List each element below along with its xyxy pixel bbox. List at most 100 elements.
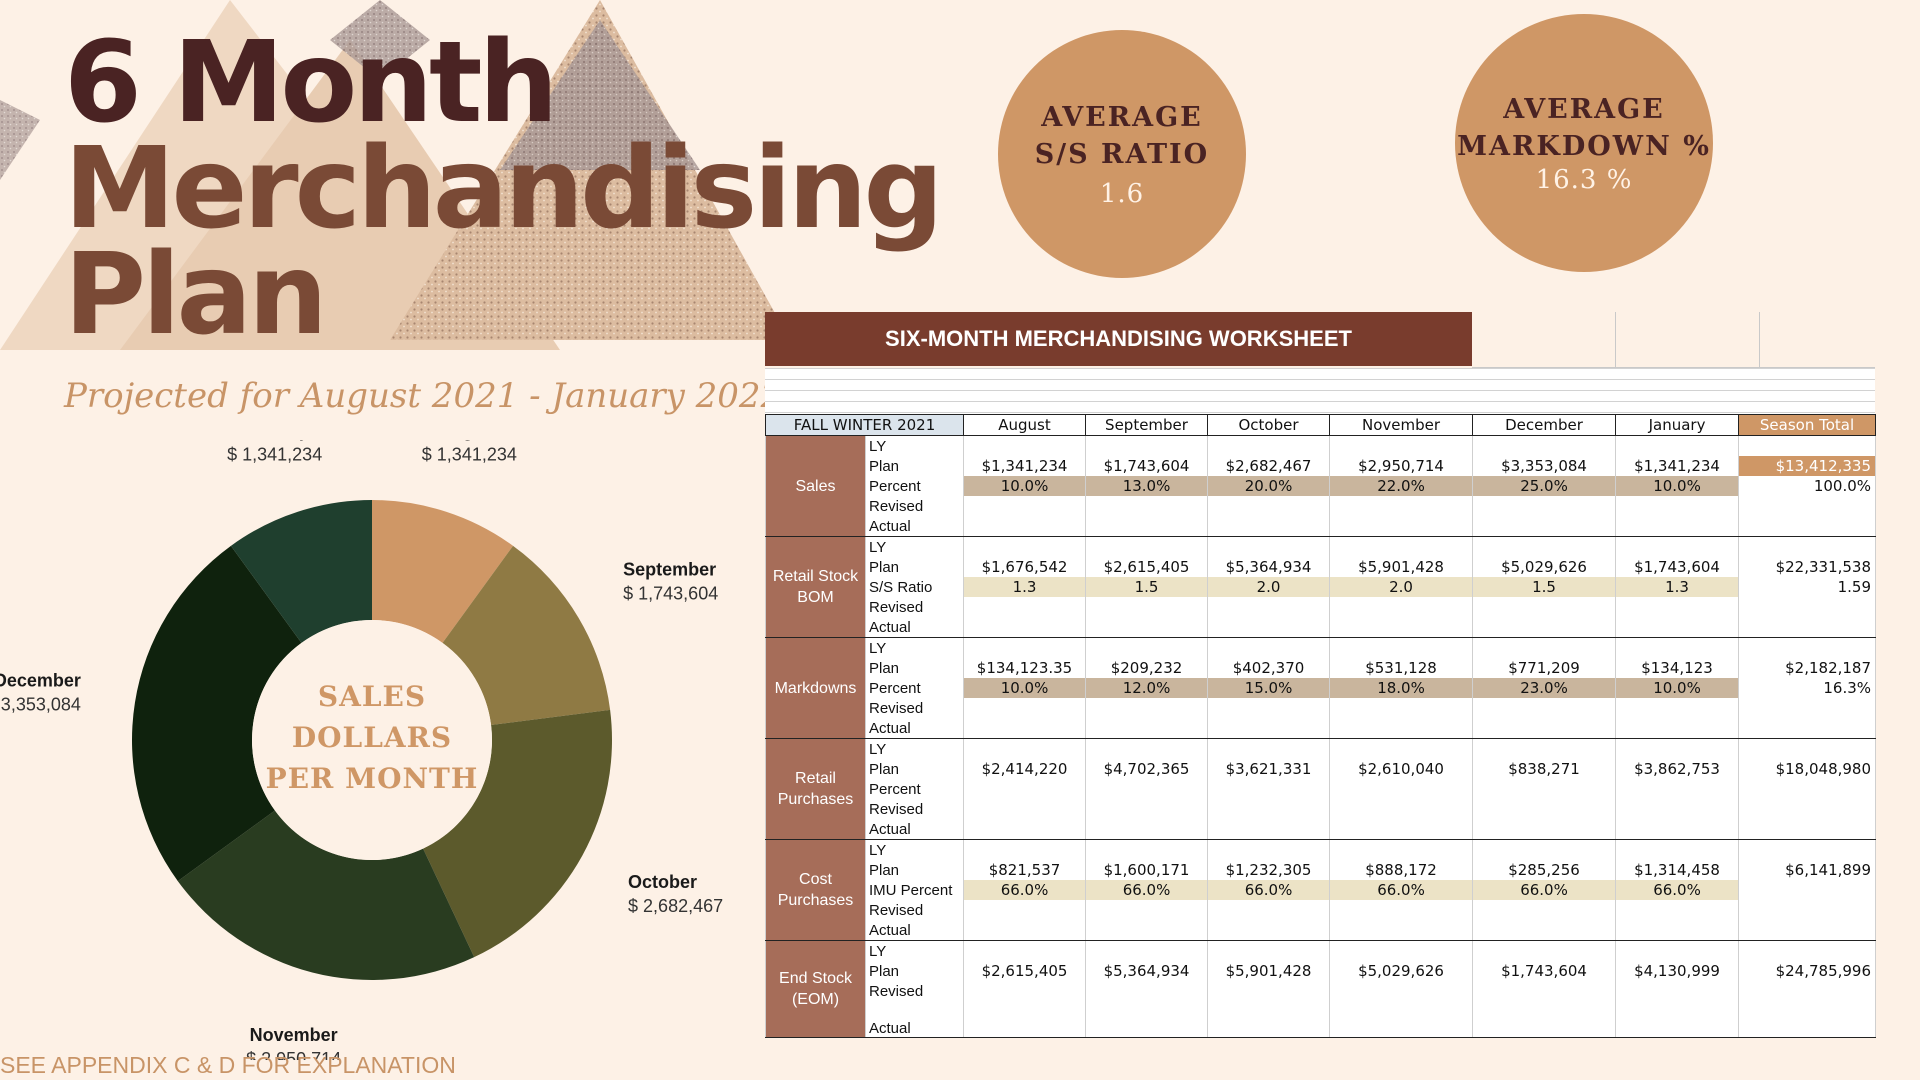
table-cell <box>1085 819 1209 840</box>
table-cell <box>1207 617 1331 638</box>
table-row: Cost Purchases LY <box>765 839 1877 941</box>
table-cell <box>963 637 1087 658</box>
markdown-label-1: AVERAGE <box>1503 94 1665 125</box>
donut-center-label: PER MONTH <box>266 762 479 795</box>
table-cell: 1.3 <box>1615 577 1740 597</box>
table-cell <box>1207 940 1331 961</box>
table-cell <box>1615 698 1740 718</box>
table-cell: $285,256 <box>1472 860 1617 880</box>
table-cell <box>963 718 1087 739</box>
table-cell: 66.0% <box>1329 880 1474 900</box>
table-cell: 1.5 <box>1472 577 1617 597</box>
season-total-cell <box>1738 536 1877 557</box>
table-cell <box>1615 920 1740 941</box>
table-row: Revised <box>766 799 1877 819</box>
table-cell <box>1207 536 1331 557</box>
table-cell <box>1615 597 1740 617</box>
table-cell <box>1615 496 1740 516</box>
table-cell: $5,029,626 <box>1329 961 1474 981</box>
table-cell <box>1615 617 1740 638</box>
table-row: Actual <box>766 920 1877 941</box>
slice-value-label: $ 1,341,234 <box>227 444 322 464</box>
table-cell: $5,364,934 <box>1085 961 1209 981</box>
table-cell <box>963 920 1087 941</box>
row-label: Revised <box>864 981 965 1001</box>
projection-subtitle: Projected for August 2021 - January 2022 <box>64 376 783 416</box>
table-cell <box>1615 1001 1740 1038</box>
table-cell <box>963 738 1087 759</box>
table-cell: $1,743,604 <box>1085 456 1209 476</box>
row-label: Percent <box>864 476 965 496</box>
table-cell: $2,950,714 <box>1329 456 1474 476</box>
table-cell <box>1207 637 1331 658</box>
table-cell <box>1085 637 1209 658</box>
season-total-cell: 100.0% <box>1738 476 1877 496</box>
table-cell <box>1329 839 1474 860</box>
table-row: Percent 10.0% 12.0% 15.0% 18.0% 23.0% 10.0% 16.… <box>766 678 1877 698</box>
table-row: Actual <box>766 617 1877 638</box>
table-cell <box>1329 920 1474 941</box>
table-cell <box>1207 597 1331 617</box>
table-cell <box>1085 698 1209 718</box>
table-cell <box>1615 637 1740 658</box>
table-cell: $4,130,999 <box>1615 961 1740 981</box>
table-cell <box>1472 597 1617 617</box>
row-group-label: Markdowns <box>765 637 866 739</box>
table-cell: $2,615,405 <box>1085 557 1209 577</box>
season-total-cell <box>1738 718 1877 739</box>
table-cell <box>1329 536 1474 557</box>
table-cell: 10.0% <box>1615 476 1740 496</box>
table-cell: 13.0% <box>1085 476 1209 496</box>
table-cell: 15.0% <box>1207 678 1331 698</box>
slice-value-label: $ 2,950,714 <box>246 1049 341 1060</box>
table-cell <box>963 496 1087 516</box>
table-cell: $134,123 <box>1615 658 1740 678</box>
table-cell <box>1207 900 1331 920</box>
mountain-decoration <box>0 0 790 350</box>
column-header: October <box>1207 414 1331 436</box>
appendix-footnote: SEE APPENDIX C & D FOR EXPLANATION <box>0 1052 456 1078</box>
table-cell <box>1329 617 1474 638</box>
table-cell: 10.0% <box>963 476 1087 496</box>
table-cell <box>1329 496 1474 516</box>
worksheet-grid-filler <box>1472 312 1875 368</box>
column-header: December <box>1472 414 1617 436</box>
row-label: Percent <box>864 678 965 698</box>
table-cell: $1,314,458 <box>1615 860 1740 880</box>
table-row: Actual <box>766 718 1877 739</box>
table-cell <box>1085 799 1209 819</box>
table-cell <box>1329 698 1474 718</box>
table-cell <box>1615 435 1740 456</box>
table-cell <box>1615 718 1740 739</box>
table-cell <box>1472 839 1617 860</box>
table-cell <box>1207 738 1331 759</box>
season-total-cell <box>1738 1001 1877 1038</box>
table-cell <box>963 819 1087 840</box>
table-cell <box>1085 718 1209 739</box>
table-cell: 22.0% <box>1329 476 1474 496</box>
season-total-cell <box>1738 738 1877 759</box>
row-label: Plan <box>864 961 965 981</box>
table-cell <box>1615 779 1740 799</box>
table-row: Actual <box>766 819 1877 840</box>
donut-slice-october <box>423 709 613 958</box>
table-cell <box>963 779 1087 799</box>
table-cell: $1,232,305 <box>1207 860 1331 880</box>
season-total-cell: $24,785,996 <box>1738 961 1877 981</box>
markdown-value: 16.3 % <box>1535 165 1633 195</box>
table-cell: $1,676,542 <box>963 557 1087 577</box>
table-cell <box>1207 920 1331 941</box>
table-row: Revised <box>766 900 1877 920</box>
table-cell <box>963 940 1087 961</box>
table-cell: $3,862,753 <box>1615 759 1740 779</box>
row-label: Percent <box>864 779 965 799</box>
table-cell <box>963 981 1087 1001</box>
title-line-1: 6 Month <box>64 18 558 148</box>
table-cell: 18.0% <box>1329 678 1474 698</box>
season-total-cell: $13,412,335 <box>1738 456 1877 476</box>
row-label: LY <box>864 435 965 456</box>
row-label: Revised <box>864 597 965 617</box>
table-cell: $4,702,365 <box>1085 759 1209 779</box>
table-cell <box>1472 779 1617 799</box>
table-cell <box>1085 435 1209 456</box>
